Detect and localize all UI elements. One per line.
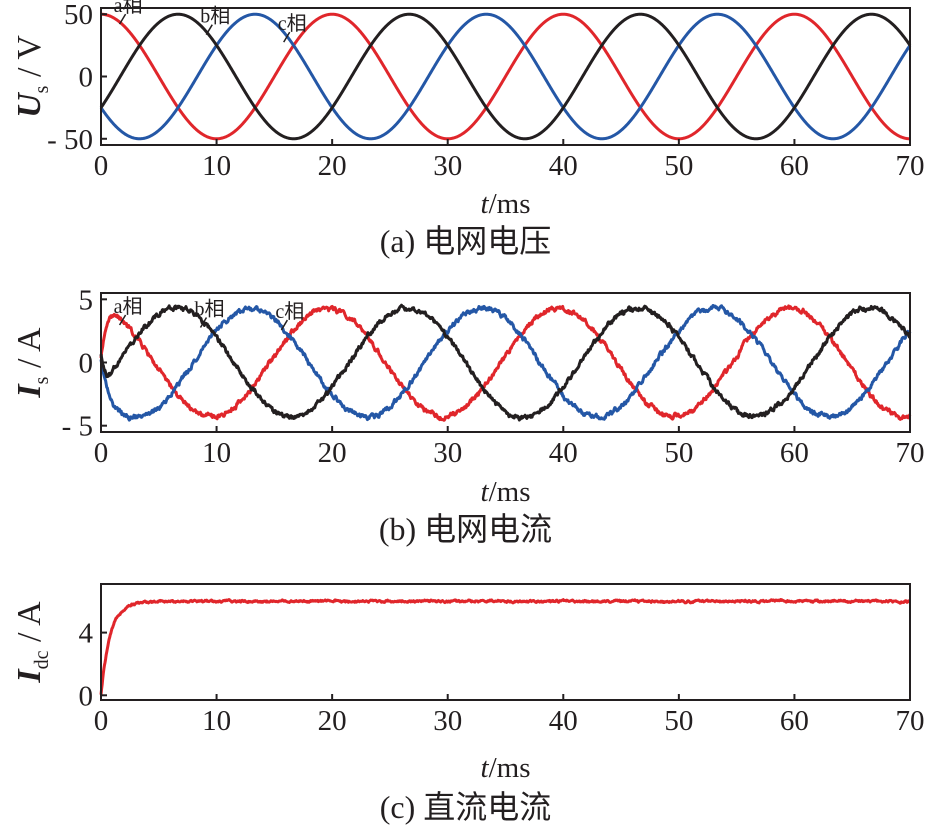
panel-caption: (b) 电网电流 — [379, 511, 552, 547]
x-tick-label: 20 — [318, 437, 347, 469]
series-line-1 — [99, 304, 912, 422]
series-line-2 — [99, 12, 912, 141]
x-tick-label: 50 — [664, 437, 693, 469]
series-line-1 — [100, 12, 911, 141]
x-axis-label: t/ms — [481, 752, 531, 784]
y-axis-label: Is / A — [11, 327, 53, 399]
y-tick-label: 4 — [79, 618, 94, 650]
y-axis-label: Us / V — [11, 35, 53, 118]
phase-pointer — [205, 24, 213, 36]
y-tick-label: 0 — [79, 348, 94, 380]
plot-frame — [100, 583, 911, 701]
x-tick-label: 60 — [780, 705, 809, 737]
x-tick-label: 70 — [896, 150, 925, 182]
x-tick-label: 10 — [202, 437, 231, 469]
x-axis-label: t/ms — [481, 476, 531, 508]
phase-pointer — [283, 31, 291, 43]
y-tick-label: 50 — [64, 0, 93, 31]
x-tick-label: 20 — [318, 150, 347, 182]
panel-caption: (c) 直流电流 — [380, 789, 552, 825]
phase-pointer — [118, 314, 127, 326]
y-tick-label: - 50 — [47, 124, 93, 156]
series-line-2 — [99, 304, 912, 422]
x-axis-label: t/ms — [481, 188, 531, 220]
series-line-3 — [99, 303, 911, 422]
y-tick-label: 5 — [79, 284, 94, 316]
y-tick-label: 0 — [79, 680, 94, 712]
series-line-3 — [99, 12, 912, 141]
x-tick-label: 70 — [896, 705, 925, 737]
x-tick-label: 30 — [433, 437, 462, 469]
x-tick-label: 40 — [549, 705, 578, 737]
y-tick-label: 0 — [79, 62, 94, 94]
x-tick-label: 0 — [94, 150, 109, 182]
phase-label: a相 — [114, 295, 143, 318]
x-tick-label: 50 — [664, 150, 693, 182]
phase-pointer — [280, 319, 289, 331]
x-tick-label: 30 — [433, 705, 462, 737]
x-tick-label: 20 — [318, 705, 347, 737]
x-tick-label: 50 — [664, 705, 693, 737]
series-line-1 — [99, 598, 911, 695]
phase-label: c相 — [275, 300, 304, 323]
x-tick-label: 60 — [780, 437, 809, 469]
x-tick-label: 40 — [549, 150, 578, 182]
panel-caption: (a) 电网电压 — [380, 223, 552, 259]
x-tick-label: 30 — [433, 150, 462, 182]
x-tick-label: 70 — [896, 437, 925, 469]
x-tick-label: 60 — [780, 150, 809, 182]
phase-pointer — [199, 317, 208, 328]
phase-label: a相 — [114, 0, 143, 17]
x-tick-label: 40 — [549, 437, 578, 469]
phase-pointer — [118, 13, 127, 25]
y-axis-label: Idc / A — [11, 601, 53, 684]
x-tick-label: 10 — [202, 705, 231, 737]
phase-label: b相 — [194, 298, 224, 321]
x-tick-label: 0 — [94, 437, 109, 469]
y-tick-label: - 5 — [62, 411, 93, 443]
phase-label: b相 — [200, 5, 230, 28]
x-tick-label: 10 — [202, 150, 231, 182]
x-tick-label: 0 — [94, 705, 109, 737]
phase-label: c相 — [278, 12, 307, 35]
